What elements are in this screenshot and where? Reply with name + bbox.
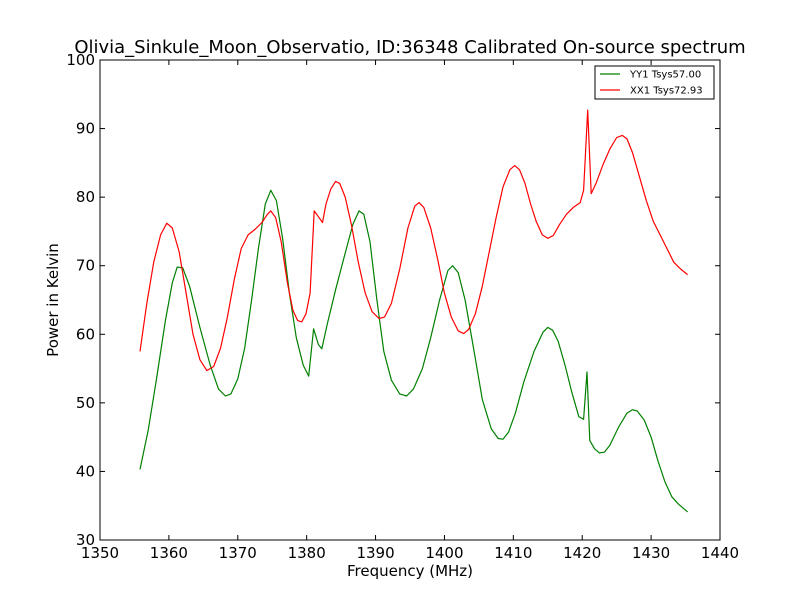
series-line-yy1	[139, 189, 688, 513]
y-tick-label: 40	[76, 462, 95, 480]
y-axis-label: Power in Kelvin	[44, 243, 62, 357]
x-tick-label: 1380	[288, 544, 326, 562]
chart-title: Olivia_Sinkule_Moon_Observatio, ID:36348…	[74, 37, 745, 58]
series-line-xx1	[139, 109, 688, 372]
legend-label: YY1 Tsys57.00	[629, 70, 701, 81]
x-tick-label: 1370	[219, 544, 257, 562]
y-tick-label: 50	[76, 394, 95, 412]
y-tick-label: 100	[66, 51, 95, 69]
ticks-layer: 1350 1360 1370 1380 1390 1400 1410 1420 1430 1440…	[66, 51, 739, 562]
x-tick-label: 1390	[356, 544, 394, 562]
x-tick-label: 1430	[632, 544, 670, 562]
legend-label: XX1 Tsys72.93	[630, 86, 703, 97]
plot-background	[100, 60, 720, 540]
x-tick-label: 1360	[150, 544, 188, 562]
x-tick-label: 1410	[494, 544, 532, 562]
plot-frame	[99, 59, 721, 541]
y-tick-label: 70	[76, 257, 95, 275]
x-axis-label: Frequency (MHz)	[347, 562, 473, 580]
y-tick-label: 80	[76, 188, 95, 206]
y-tick-label: 30	[76, 531, 95, 549]
legend-box	[594, 65, 715, 100]
y-tick-label: 90	[76, 120, 95, 138]
x-tick-label: 1440	[701, 544, 739, 562]
legend: YY1 Tsys57.00 XX1 Tsys72.93	[594, 65, 715, 100]
x-tick-label: 1350	[81, 544, 119, 562]
y-tick-label: 60	[76, 325, 95, 343]
plot-area: 1350 1360 1370 1380 1390 1400 1410 1420 1430 1440…	[66, 51, 739, 562]
series-layer	[139, 109, 688, 513]
x-tick-label: 1420	[563, 544, 601, 562]
x-tick-label: 1400	[425, 544, 463, 562]
